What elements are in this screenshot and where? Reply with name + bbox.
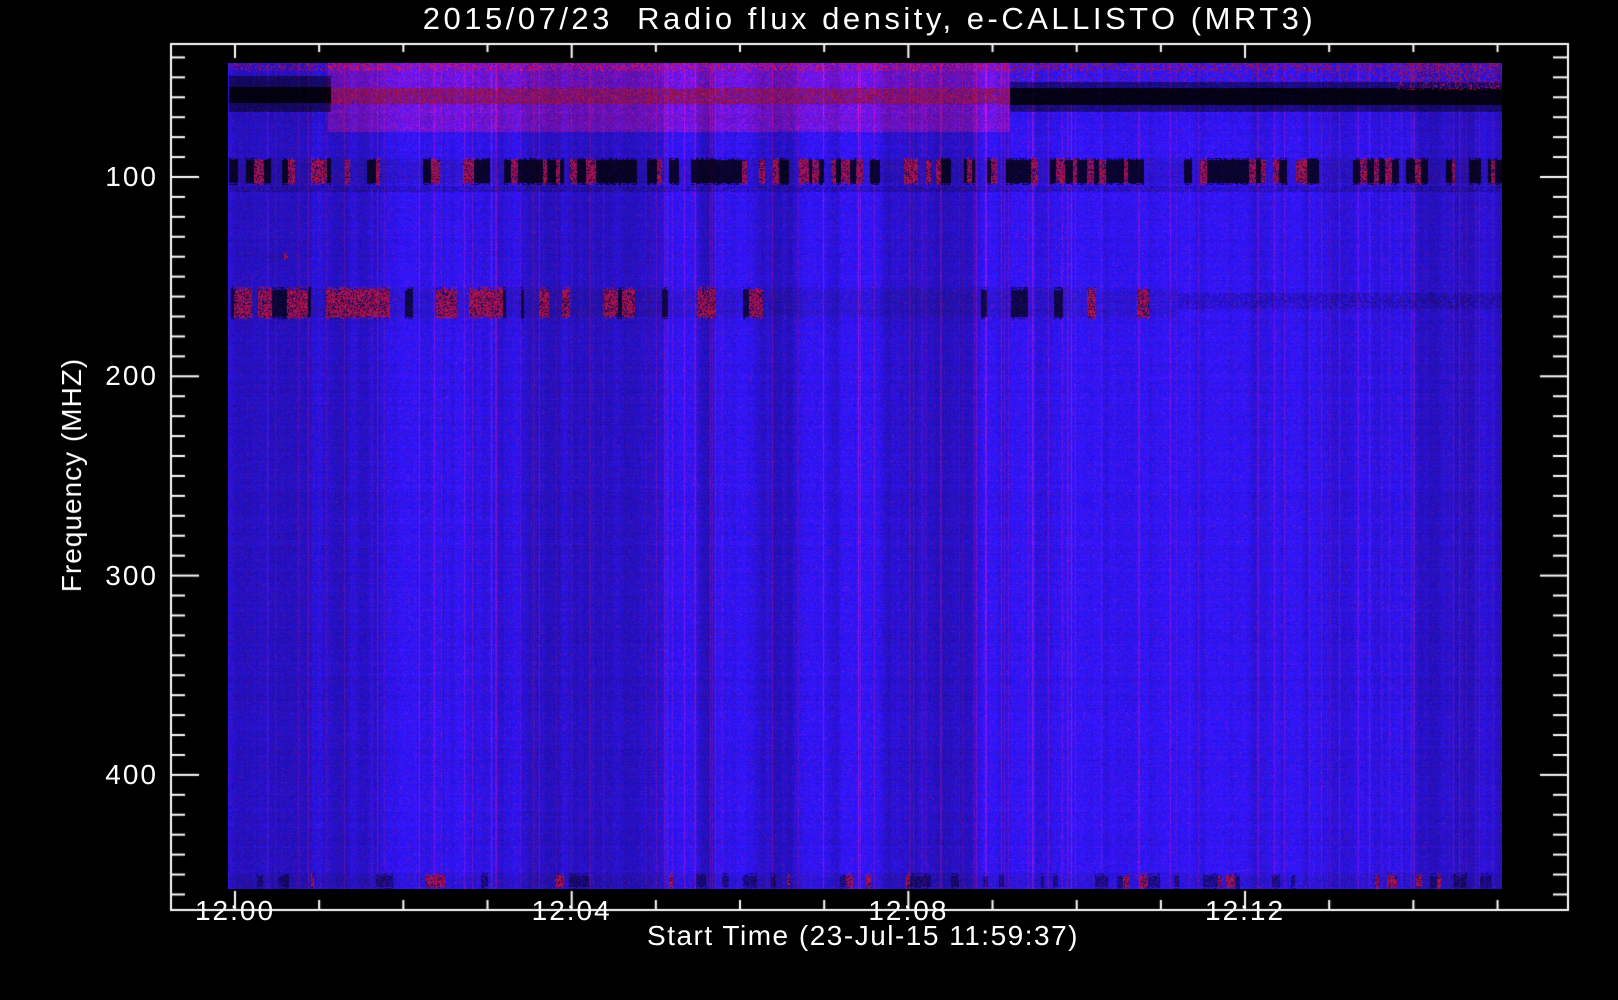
y-tick-label: 300: [105, 559, 158, 591]
y-tick-label: 400: [105, 758, 158, 790]
x-axis-label: Start Time (23-Jul-15 11:59:37): [647, 920, 1079, 951]
x-tick-label: 12:00: [194, 895, 276, 926]
x-tick-label: 12:08: [868, 895, 949, 926]
chart-title: 2015/07/23 Radio flux density, e-CALLIST…: [422, 1, 1317, 36]
y-tick-label: 200: [105, 360, 158, 392]
x-tick-label: 12:04: [531, 895, 612, 926]
y-axis-label: Frequency (MHZ): [56, 357, 87, 593]
y-tick-label: 100: [105, 161, 158, 192]
x-tick-label: 12:12: [1204, 895, 1286, 926]
